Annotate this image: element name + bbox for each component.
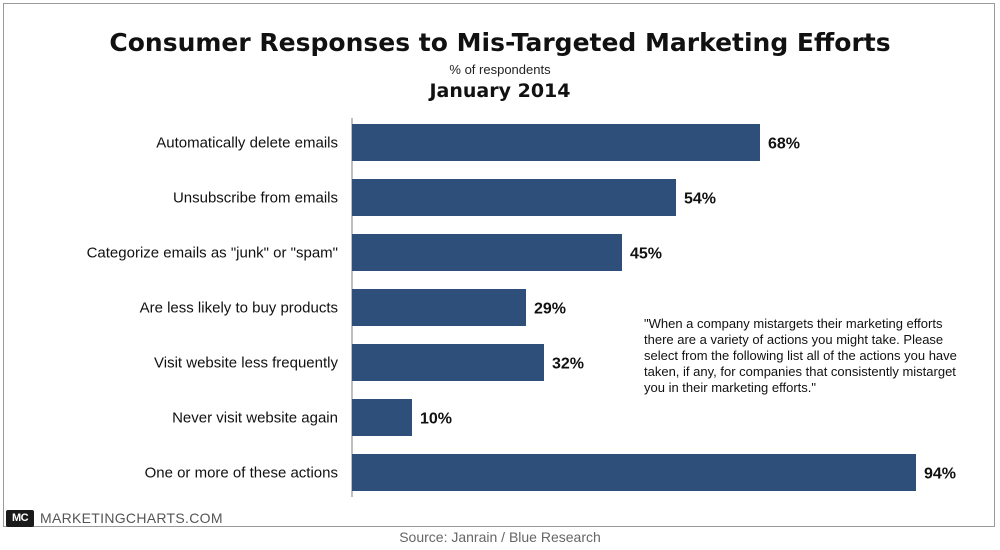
value-label: 45% [630,246,662,263]
chart-title: Consumer Responses to Mis-Targeted Marke… [109,28,891,57]
brand-name: MARKETINGCHARTS.COM [40,510,223,526]
category-label: Automatically delete emails [156,135,338,152]
bar [352,344,544,381]
chart-subtitle: % of respondents [449,62,551,77]
value-label: 68% [768,136,800,153]
category-label: Are less likely to buy products [140,300,338,317]
category-label: One or more of these actions [145,465,338,482]
category-label: Categorize emails as "junk" or "spam" [87,245,338,262]
bar [352,399,412,436]
source-note: Source: Janrain / Blue Research [399,529,601,545]
category-label: Unsubscribe from emails [173,190,338,207]
value-label: 10% [420,411,452,428]
survey-question-note: "When a company mistargets their marketi… [644,316,957,395]
value-label: 94% [924,466,956,483]
value-label: 29% [534,301,566,318]
category-label: Never visit website again [172,410,338,427]
bars-group: Automatically delete emails 68% Unsubscrib… [87,124,956,491]
bar [352,289,526,326]
brand[interactable]: MC MARKETINGCHARTS.COM [6,509,223,527]
bar [352,234,622,271]
value-label: 54% [684,191,716,208]
bar [352,124,760,161]
chart-date: January 2014 [429,80,571,102]
marketingcharts-logo: MC [6,509,34,527]
category-label: Visit website less frequently [154,355,338,372]
chart-frame [3,3,995,527]
bar [352,454,916,491]
bar [352,179,676,216]
value-label: 32% [552,356,584,373]
